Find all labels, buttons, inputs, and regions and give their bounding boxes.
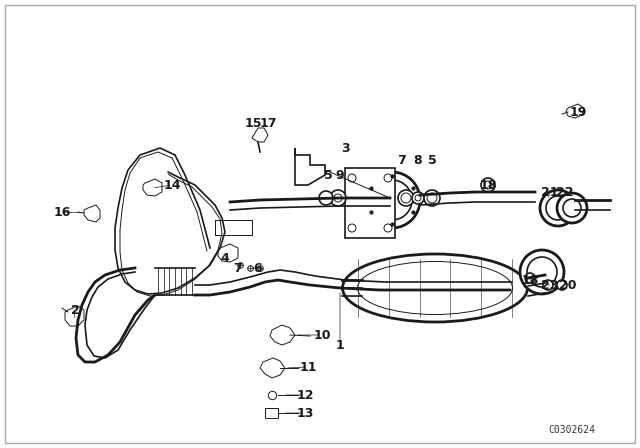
Text: 16: 16: [53, 206, 70, 219]
Polygon shape: [143, 179, 162, 196]
Circle shape: [412, 192, 424, 204]
Circle shape: [384, 174, 392, 182]
Circle shape: [330, 190, 346, 206]
Text: 13: 13: [296, 406, 314, 419]
Text: 4: 4: [221, 251, 229, 264]
Text: 22: 22: [556, 185, 573, 198]
Circle shape: [319, 191, 333, 205]
Text: 9: 9: [336, 168, 344, 181]
Circle shape: [563, 199, 581, 217]
Polygon shape: [295, 148, 325, 185]
Circle shape: [557, 280, 567, 290]
Text: 18: 18: [522, 273, 539, 287]
Text: 18: 18: [479, 178, 497, 191]
Circle shape: [520, 250, 564, 294]
Text: 21: 21: [541, 185, 559, 198]
Circle shape: [557, 193, 587, 223]
Ellipse shape: [358, 262, 513, 314]
Text: 5: 5: [428, 154, 436, 167]
Polygon shape: [270, 325, 295, 345]
Text: 17: 17: [259, 116, 276, 129]
Circle shape: [401, 193, 411, 203]
Circle shape: [527, 257, 557, 287]
Circle shape: [546, 196, 570, 220]
Text: 19: 19: [570, 105, 587, 119]
Text: 1: 1: [335, 339, 344, 352]
Polygon shape: [345, 168, 395, 238]
Circle shape: [398, 190, 414, 206]
Circle shape: [348, 174, 356, 182]
Text: 12: 12: [296, 388, 314, 401]
Text: 7: 7: [234, 262, 243, 275]
Ellipse shape: [342, 254, 527, 322]
Circle shape: [525, 273, 535, 283]
Circle shape: [364, 172, 420, 228]
Circle shape: [543, 280, 553, 290]
Circle shape: [348, 224, 356, 232]
Text: 2: 2: [70, 303, 79, 316]
Text: 6: 6: [253, 262, 262, 275]
Polygon shape: [252, 128, 268, 142]
Circle shape: [334, 194, 342, 202]
Text: 3: 3: [340, 142, 349, 155]
Text: 5: 5: [324, 168, 332, 181]
Text: 23: 23: [541, 279, 559, 292]
Circle shape: [481, 178, 495, 192]
Circle shape: [427, 193, 437, 203]
Polygon shape: [84, 205, 100, 222]
Text: 8: 8: [413, 154, 422, 167]
Polygon shape: [218, 244, 238, 262]
Circle shape: [372, 180, 412, 220]
Circle shape: [484, 181, 492, 189]
Circle shape: [415, 195, 421, 201]
Polygon shape: [260, 358, 285, 378]
Text: 15: 15: [244, 116, 262, 129]
Text: C0302624: C0302624: [548, 425, 595, 435]
Circle shape: [384, 224, 392, 232]
Text: 14: 14: [163, 178, 180, 191]
Polygon shape: [265, 408, 278, 418]
Text: 10: 10: [313, 328, 331, 341]
Text: 11: 11: [300, 361, 317, 374]
Polygon shape: [65, 306, 84, 326]
Polygon shape: [566, 104, 584, 118]
Circle shape: [424, 190, 440, 206]
Text: 7: 7: [397, 154, 406, 167]
Circle shape: [540, 190, 576, 226]
Text: 20: 20: [559, 279, 577, 292]
